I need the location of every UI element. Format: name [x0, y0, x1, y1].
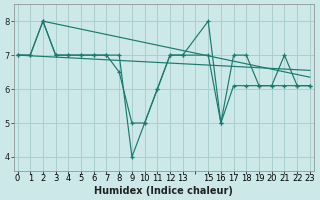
X-axis label: Humidex (Indice chaleur): Humidex (Indice chaleur) [94, 186, 233, 196]
